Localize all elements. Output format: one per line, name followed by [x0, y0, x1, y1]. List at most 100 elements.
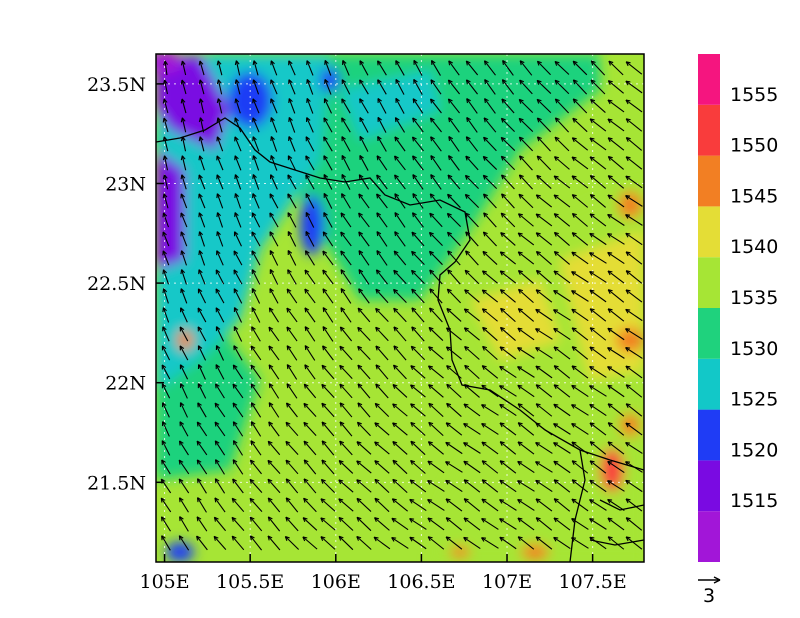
wind-vector — [571, 404, 589, 416]
wind-vector — [252, 79, 260, 95]
wind-vector — [162, 98, 169, 114]
wind-vector — [625, 384, 643, 398]
contour-region — [340, 70, 440, 140]
wind-vector — [234, 136, 242, 152]
wind-vector — [518, 174, 533, 190]
wind-vector — [481, 460, 499, 474]
wind-vector — [447, 79, 461, 95]
wind-vector — [608, 60, 624, 76]
wind-vector — [607, 80, 624, 94]
wind-vector — [482, 345, 498, 361]
wind-vector — [589, 118, 607, 132]
wind-vector — [377, 116, 387, 133]
y-tick-label: 21.5N — [87, 472, 146, 494]
wind-vector — [535, 403, 553, 417]
wind-vector — [338, 517, 354, 531]
wind-vector — [448, 136, 460, 152]
border-line — [569, 449, 586, 562]
plot-frame — [155, 53, 645, 563]
wind-vector — [463, 384, 480, 398]
wind-vector — [607, 384, 625, 398]
contour-region — [166, 542, 194, 562]
wind-vector — [161, 440, 171, 456]
wind-vector — [304, 364, 316, 380]
wind-vector — [535, 422, 553, 436]
wind-vector — [625, 517, 643, 531]
wind-vector — [304, 288, 316, 304]
contour-region — [618, 191, 642, 219]
wind-vector — [234, 155, 242, 171]
wind-vector — [481, 537, 499, 549]
wind-vector — [198, 98, 205, 114]
wind-vector — [427, 365, 444, 379]
wind-vector — [269, 212, 279, 228]
wind-vector — [536, 155, 552, 171]
wind-vector — [160, 516, 171, 532]
wind-vector — [321, 364, 335, 380]
wind-vector — [589, 346, 607, 360]
wind-vector — [625, 232, 643, 246]
wind-vector — [465, 79, 478, 95]
wind-vector — [215, 345, 225, 361]
wind-vector — [499, 346, 517, 360]
wind-vector — [357, 326, 371, 342]
wind-vector — [590, 98, 606, 113]
wind-vector — [339, 364, 353, 379]
colorbar-segment — [698, 54, 720, 105]
wind-vector — [445, 461, 463, 473]
wind-vector — [288, 79, 296, 95]
wind-vector — [180, 307, 188, 323]
wind-vector — [306, 117, 314, 133]
wind-vector — [625, 175, 643, 189]
wind-vector — [607, 347, 625, 359]
wind-vector — [517, 308, 535, 322]
wind-vector — [375, 288, 389, 304]
wind-vector — [463, 327, 480, 341]
wind-vector — [196, 535, 208, 551]
wind-vector — [375, 269, 388, 285]
wind-vector — [320, 478, 335, 493]
wind-vector — [445, 441, 463, 455]
wind-vector — [553, 309, 571, 321]
wind-vector — [519, 60, 533, 76]
wind-vector — [216, 117, 223, 133]
wind-vector — [517, 366, 535, 378]
wind-vector — [463, 423, 481, 435]
wind-vector — [445, 422, 463, 436]
wind-vector — [252, 193, 260, 209]
y-tick-label: 23.5N — [87, 74, 146, 96]
wind-vector — [251, 231, 261, 247]
wind-vector — [198, 231, 206, 247]
wind-vector — [287, 231, 297, 247]
wind-vector — [215, 288, 225, 304]
wind-vector — [571, 251, 589, 265]
wind-vector — [625, 403, 643, 417]
wind-vector — [285, 402, 298, 418]
wind-vector — [625, 214, 643, 226]
wind-vector — [463, 498, 481, 512]
colorbar-segment — [698, 460, 720, 512]
wind-vector — [427, 460, 445, 474]
wind-vector — [234, 117, 242, 133]
wind-vector — [288, 117, 296, 133]
wind-vector — [481, 308, 498, 322]
wind-vector — [428, 231, 443, 246]
wind-vector — [607, 498, 625, 511]
wind-vector — [518, 193, 534, 209]
wind-vector — [466, 98, 478, 114]
wind-vector — [270, 98, 278, 114]
wind-vector — [589, 536, 607, 550]
wind-vector — [554, 156, 570, 170]
wind-vector — [535, 232, 553, 246]
wind-vector — [625, 156, 643, 170]
vector-reference-key: 3 — [698, 576, 721, 607]
wind-vector — [607, 99, 625, 113]
wind-vector — [429, 307, 443, 323]
wind-vector — [571, 194, 589, 208]
wind-vector — [304, 326, 316, 342]
wind-vector — [607, 233, 625, 245]
wind-vector — [305, 155, 315, 171]
wind-vector — [377, 98, 387, 114]
wind-vector — [287, 212, 297, 228]
wind-vector — [322, 345, 334, 361]
